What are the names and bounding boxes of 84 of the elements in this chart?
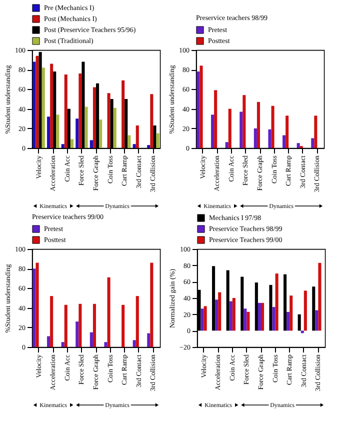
bar: [61, 144, 64, 148]
bar: [196, 72, 200, 148]
bar: [36, 262, 39, 347]
bar: [147, 145, 150, 148]
bar: [47, 336, 50, 347]
bar: [204, 306, 207, 331]
bar: [70, 139, 74, 148]
bar: [107, 277, 110, 347]
bar: [76, 118, 79, 148]
bar: [50, 64, 54, 148]
bar: [246, 312, 250, 331]
bar: [312, 286, 316, 331]
bar: [107, 93, 110, 148]
bar: [282, 135, 286, 148]
bar: [200, 66, 203, 148]
bar: [226, 270, 230, 331]
bar: [47, 116, 50, 148]
bar: [156, 133, 160, 148]
bar: [136, 125, 139, 148]
bar: [61, 342, 64, 347]
bar: [269, 284, 272, 331]
bar: [229, 301, 232, 331]
bar: [122, 304, 125, 347]
bar: [150, 262, 154, 347]
bar: [78, 304, 82, 347]
bar: [64, 74, 68, 148]
bar: [214, 90, 218, 148]
bar: [92, 87, 96, 148]
bar: [90, 140, 93, 148]
bar: [271, 106, 274, 148]
bar: [232, 298, 236, 331]
bar: [212, 266, 216, 331]
bar: [132, 144, 136, 148]
bar: [99, 120, 102, 148]
bar: [36, 56, 39, 148]
bar: [32, 268, 36, 347]
bar: [32, 62, 36, 148]
bar: [147, 333, 150, 347]
bar: [304, 290, 307, 331]
bar: [240, 276, 244, 331]
bar: [261, 302, 264, 331]
bar: [113, 108, 116, 148]
bar: [286, 312, 290, 331]
bar: [298, 314, 301, 331]
bar: [272, 306, 276, 331]
bar: [56, 114, 60, 148]
bar: [122, 80, 125, 148]
bar: [300, 330, 304, 334]
bar: [318, 262, 322, 331]
bar: [132, 340, 136, 347]
bar: [258, 302, 261, 331]
bar: [150, 94, 154, 148]
bar: [84, 106, 88, 148]
bar: [296, 143, 300, 148]
bar: [256, 102, 260, 148]
bar: [136, 296, 139, 347]
bar: [225, 142, 228, 148]
bar: [76, 322, 79, 347]
bar: [200, 308, 204, 331]
bar: [286, 116, 289, 148]
bar: [254, 282, 258, 331]
bar: [284, 274, 287, 331]
bar: [254, 128, 257, 148]
bar: [215, 300, 218, 331]
bar: [92, 304, 96, 347]
bar: [315, 310, 318, 331]
bar: [42, 68, 45, 148]
bar: [64, 304, 68, 347]
bar: [244, 308, 247, 331]
bar: [268, 129, 272, 148]
bar: [90, 332, 93, 347]
bar: [211, 114, 214, 148]
bar: [314, 116, 318, 148]
bar: [128, 135, 131, 148]
bar: [218, 292, 222, 331]
bar: [311, 138, 314, 148]
bar: [240, 112, 243, 148]
bar: [104, 342, 108, 347]
bar: [228, 108, 232, 148]
bar: [275, 274, 278, 331]
bar: [78, 74, 82, 148]
bar: [50, 296, 54, 347]
bar: [290, 296, 293, 331]
bar: [242, 95, 246, 148]
